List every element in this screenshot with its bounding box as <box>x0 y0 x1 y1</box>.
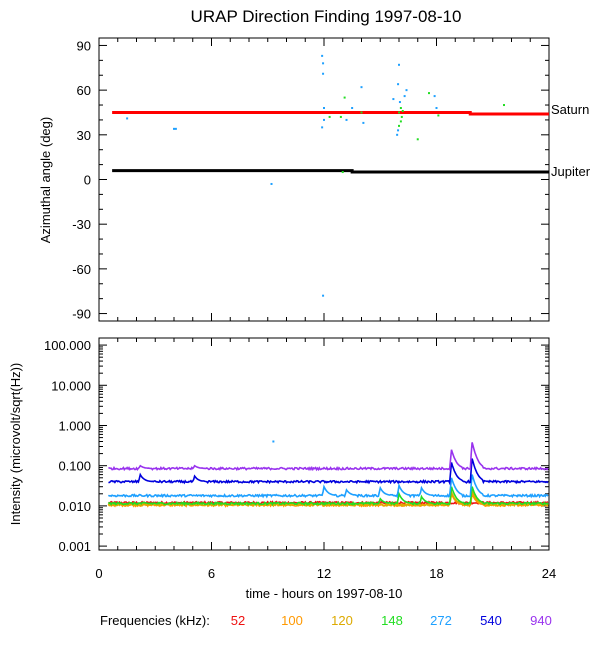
azimuth-plot-frame <box>98 37 550 322</box>
azimuth-point <box>437 114 440 117</box>
azimuth-point <box>398 111 400 114</box>
x-tick-label: 18 <box>429 566 443 581</box>
azimuth-point <box>343 96 346 99</box>
azimuth-point <box>360 86 363 89</box>
azimuth-point <box>399 107 402 110</box>
azimuth-point <box>174 127 177 130</box>
azimuth-point <box>401 109 404 112</box>
azimuth-y-tick-label: -60 <box>72 262 91 277</box>
azimuth-point <box>270 182 273 185</box>
azimuth-point <box>339 115 342 118</box>
azimuth-point <box>503 104 505 107</box>
series-148-khz-line <box>107 486 549 507</box>
x-axis-label: time - hours on 1997-08-10 <box>246 586 403 601</box>
azimuth-point <box>323 107 325 110</box>
azimuth-point <box>398 124 400 127</box>
intensity-y-tick-label: 0.100 <box>58 459 91 474</box>
intensity-y-tick-label: 1.000 <box>58 418 91 433</box>
series-272-khz-line <box>107 474 549 499</box>
azimuth-point <box>321 126 324 129</box>
jupiter-label: Jupiter <box>551 164 591 179</box>
azimuth-point <box>362 121 365 124</box>
azimuth-y-tick-label: 30 <box>77 128 91 143</box>
intensity-y-tick-label: 10.000 <box>51 378 91 393</box>
azimuth-point <box>360 111 363 114</box>
saturn-label: Saturn <box>551 102 589 117</box>
azimuth-point <box>397 129 400 132</box>
series-540-khz-line <box>108 458 549 486</box>
azimuth-y-axis-label: Azimuthal angle (deg) <box>38 117 53 243</box>
azimuth-point <box>403 95 406 98</box>
legend-entry-52-khz: 52 <box>231 613 245 628</box>
azimuth-point <box>416 138 419 141</box>
azimuth-point <box>398 101 401 104</box>
x-tick-label: 24 <box>542 566 556 581</box>
azimuth-point <box>405 89 408 92</box>
azimuth-panel: 90 60 30 0 -30 -60 -90 Saturn Jupiter Azimutha… <box>38 37 591 322</box>
intensity-y-tick-label: 0.010 <box>58 499 91 514</box>
azimuth-point <box>392 98 395 101</box>
azimuth-point <box>435 107 438 110</box>
azimuth-y-tick-label: 60 <box>77 83 91 98</box>
intensity-plot-frame <box>98 337 550 551</box>
azimuth-y-tick-label: 0 <box>84 173 91 188</box>
azimuth-point <box>398 63 400 66</box>
azimuth-point <box>321 54 324 57</box>
azimuth-point <box>173 127 175 130</box>
azimuth-point <box>396 133 399 136</box>
azimuth-point <box>351 107 354 110</box>
x-tick-label: 12 <box>317 566 331 581</box>
azimuth-point <box>328 115 331 118</box>
intensity-y-tick-label: 0.001 <box>58 539 91 554</box>
series-saturn-line <box>112 110 549 116</box>
intensity-y-axis-label: Intensity (microvolt/sqrt(Hz)) <box>8 363 23 526</box>
azimuth-point <box>322 62 325 65</box>
legend-entry-272-khz: 272 <box>430 613 452 628</box>
azimuth-point <box>126 117 129 120</box>
azimuth-y-tick-label: -30 <box>72 217 91 232</box>
x-tick-label: 0 <box>95 566 102 581</box>
azimuth-point <box>341 171 344 174</box>
intensity-outlier-point <box>272 440 275 443</box>
legend-entry-100-khz: 100 <box>281 613 303 628</box>
legend-entry-148-khz: 148 <box>381 613 403 628</box>
azimuth-point <box>345 118 348 121</box>
series-120-khz-line <box>107 488 549 508</box>
azimuth-point <box>428 92 430 95</box>
azimuth-point <box>322 294 325 297</box>
intensity-y-tick-label: 100.000 <box>44 338 91 353</box>
series-940-khz-line <box>108 442 549 472</box>
legend-entry-540-khz: 540 <box>480 613 502 628</box>
azimuth-point <box>399 120 402 123</box>
legend-entry-940-khz: 940 <box>530 613 552 628</box>
azimuth-y-tick-label: 90 <box>77 38 91 53</box>
azimuth-point <box>433 95 436 98</box>
legend-entry-120-khz: 120 <box>331 613 353 628</box>
chart-title: URAP Direction Finding 1997-08-10 <box>191 7 462 26</box>
x-tick-label: 6 <box>208 566 215 581</box>
intensity-panel: 100.000 10.000 1.000 0.100 0.010 0.001 0 6 12 18 2… <box>8 337 556 601</box>
series-jupiter-line <box>112 169 549 174</box>
frequency-legend: Frequencies (kHz): 52 100 120 148 272 540 940 <box>100 613 552 628</box>
azimuth-point <box>323 118 325 121</box>
legend-label: Frequencies (kHz): <box>100 613 210 628</box>
azimuth-point <box>400 115 403 118</box>
azimuth-point <box>322 72 325 75</box>
azimuth-y-tick-label: -90 <box>72 307 91 322</box>
azimuth-point <box>397 83 400 86</box>
